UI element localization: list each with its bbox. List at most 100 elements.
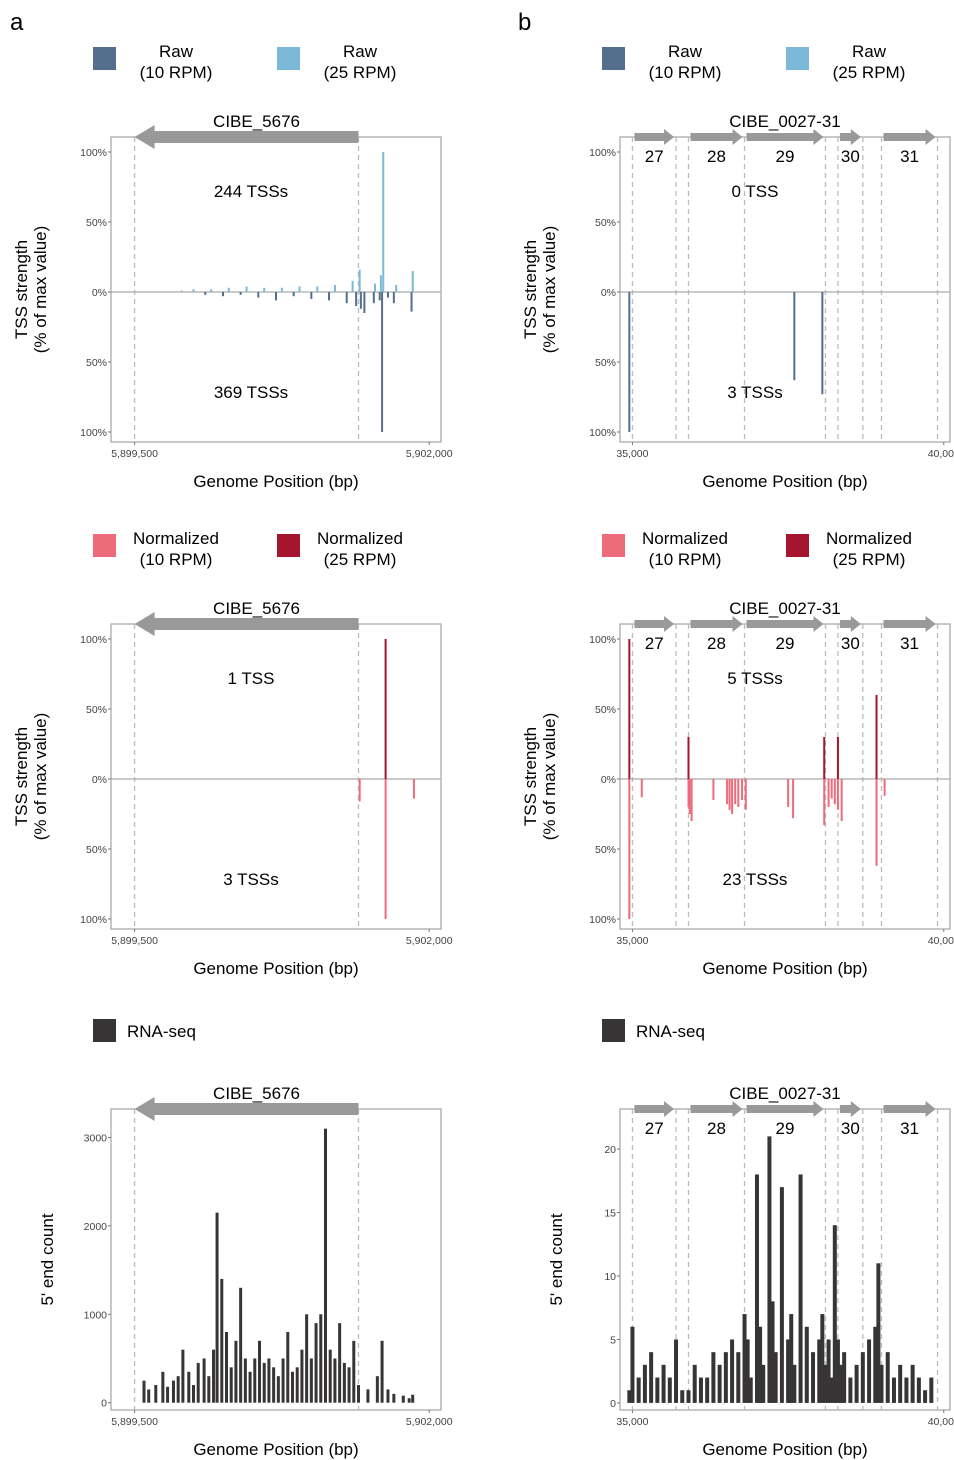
gene-name: CIBE_0027-31 <box>729 1084 841 1103</box>
legend-swatch <box>602 1019 625 1042</box>
bar <box>836 779 839 810</box>
bar <box>793 292 796 381</box>
bar <box>257 292 260 298</box>
legend-label: Raw <box>343 42 378 61</box>
bar <box>176 1376 180 1403</box>
legend-swatch <box>93 534 116 557</box>
x-axis-title: Genome Position (bp) <box>193 959 358 978</box>
exon-arrow <box>883 1101 936 1117</box>
bar <box>328 1349 332 1403</box>
bar <box>295 1367 299 1403</box>
y-tick-label: 15 <box>604 1208 616 1220</box>
y-axis-title: (% of max value) <box>540 713 559 841</box>
y-tick-label: 100% <box>80 427 107 439</box>
bar <box>192 289 195 292</box>
bar <box>736 1352 741 1403</box>
bar <box>378 292 381 301</box>
bar <box>792 779 795 819</box>
exon-label: 27 <box>645 1119 664 1138</box>
tss-count-annotation: 5 TSSs <box>727 669 782 688</box>
bar <box>386 292 389 298</box>
bar <box>248 1371 252 1403</box>
y-tick-label: 100% <box>80 914 107 926</box>
bar <box>267 1358 271 1403</box>
bar <box>754 1174 759 1403</box>
bar <box>310 292 313 299</box>
y-axis-title: (% of max value) <box>540 226 559 354</box>
bar <box>904 1377 909 1403</box>
x-tick-label: 40,000 <box>928 448 954 460</box>
legend-item: Raw (25 RPM) <box>277 42 396 82</box>
bar <box>827 779 830 807</box>
bar <box>142 1380 146 1403</box>
bar <box>835 1339 840 1403</box>
bar <box>839 1364 844 1403</box>
bar <box>359 292 362 309</box>
exon-arrow <box>746 129 824 145</box>
y-tick-label: 50% <box>86 844 107 856</box>
legend-label: (10 RPM) <box>649 550 722 569</box>
chart-a-rna: RNA-seq CIBE_5676 3000 2000 1000 0 5,899,500 5,… <box>38 1019 453 1459</box>
exon-label: 30 <box>841 1119 860 1138</box>
bar <box>215 1212 219 1403</box>
bar <box>860 1352 865 1403</box>
exon-arrow-head <box>732 616 743 632</box>
bar <box>823 737 826 779</box>
y-axis-title: (% of max value) <box>31 713 50 841</box>
bar <box>355 292 358 306</box>
y-tick-label: 10 <box>604 1271 616 1283</box>
chart-a-raw: Raw (10 RPM) Raw (25 RPM) CIBE_5676 100% 50% 0%… <box>12 42 453 491</box>
bar <box>234 1340 238 1403</box>
bar <box>742 1314 747 1403</box>
y-axis-title: TSS strength <box>521 727 540 826</box>
exon-arrow-body <box>690 133 735 141</box>
bar <box>309 1358 313 1403</box>
exon-label: 27 <box>645 147 664 166</box>
bar <box>873 1326 878 1403</box>
bar <box>380 1340 384 1403</box>
bar <box>779 1187 784 1403</box>
exon-arrow-head <box>850 129 861 145</box>
bar <box>758 1326 763 1403</box>
bar <box>789 1314 794 1403</box>
bar <box>690 779 693 821</box>
bar <box>272 1367 276 1403</box>
bar <box>687 779 690 807</box>
bar <box>817 1339 822 1403</box>
bar <box>842 1352 847 1403</box>
bar <box>627 1390 632 1403</box>
y-tick-label: 50% <box>86 357 107 369</box>
bar <box>829 1377 834 1403</box>
bar <box>698 1377 703 1403</box>
x-axis-title: Genome Position (bp) <box>702 472 867 491</box>
exon-arrow-body <box>746 620 816 628</box>
y-tick-label: 5 <box>610 1334 616 1346</box>
y-tick-label: 0% <box>92 287 107 299</box>
legend-item: Normalized (10 RPM) <box>93 529 219 569</box>
bar <box>717 1364 722 1403</box>
gene-arrow <box>134 612 359 636</box>
bar <box>363 292 366 313</box>
exon-arrow-body <box>690 620 735 628</box>
x-tick-label: 40,000 <box>928 1416 954 1428</box>
exon-arrow <box>883 616 936 632</box>
bar <box>910 1364 915 1403</box>
legend-label: Raw <box>159 42 194 61</box>
bar <box>761 1364 766 1403</box>
bar <box>314 1323 318 1403</box>
bar <box>923 1390 928 1403</box>
exon-arrow-head <box>732 129 743 145</box>
y-tick-label: 2000 <box>84 1221 108 1233</box>
exon-arrow-head <box>732 1101 743 1117</box>
exon-arrow-body <box>634 1105 667 1113</box>
bar <box>220 1278 224 1403</box>
exon-label: 29 <box>776 1119 795 1138</box>
y-tick-label: 0% <box>601 287 616 299</box>
bar <box>826 1339 831 1403</box>
tss-count-annotation: 0 TSS <box>732 182 779 201</box>
exon-label: 28 <box>707 634 726 653</box>
bar <box>787 779 790 807</box>
exon-arrow-body <box>690 1105 735 1113</box>
bar <box>649 1352 654 1403</box>
bar <box>731 779 734 814</box>
